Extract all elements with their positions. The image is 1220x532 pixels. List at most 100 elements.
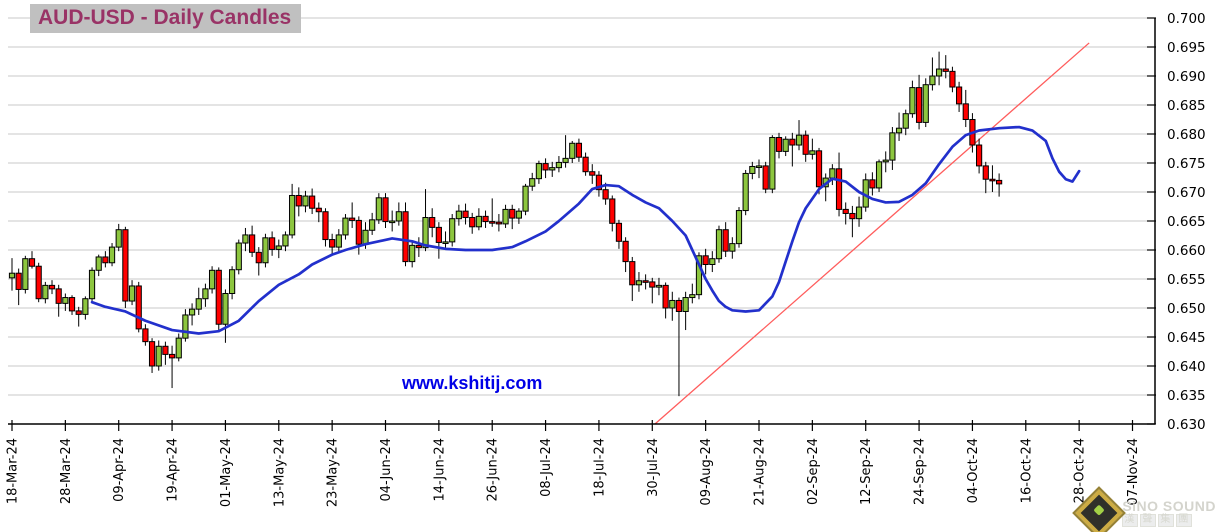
candle-body bbox=[42, 284, 49, 300]
candle-body bbox=[809, 150, 816, 155]
x-axis-label: 24-Sep-24 bbox=[913, 438, 928, 505]
candle-body bbox=[749, 165, 756, 174]
trend-line bbox=[654, 42, 1090, 425]
candle-body bbox=[322, 211, 329, 241]
brand-name: SiNO SOUND bbox=[1122, 498, 1216, 515]
candle-body bbox=[355, 219, 362, 245]
candle-body bbox=[395, 211, 402, 222]
x-axis-label: 26-Jun-24 bbox=[486, 438, 501, 502]
y-axis-label: 0.680 bbox=[1167, 127, 1206, 143]
candle-body bbox=[208, 269, 216, 290]
chart-title: AUD-USD - Daily Candles bbox=[30, 4, 302, 33]
candle-body bbox=[135, 285, 142, 330]
candle-body bbox=[975, 144, 983, 167]
x-axis-label: 28-Oct-24 bbox=[1073, 438, 1088, 503]
candle-body bbox=[335, 234, 342, 248]
x-axis-label: 09-Apr-24 bbox=[112, 438, 127, 502]
x-axis-label: 08-Jul-24 bbox=[539, 438, 554, 497]
y-axis-label: 0.655 bbox=[1167, 272, 1206, 288]
candle-body bbox=[909, 87, 916, 115]
x-axis-label: 28-Mar-24 bbox=[59, 438, 74, 504]
candle-body bbox=[949, 70, 956, 88]
candle-body bbox=[175, 337, 182, 359]
y-axis-label: 0.695 bbox=[1167, 40, 1206, 56]
x-axis-label: 18-Mar-24 bbox=[6, 438, 21, 504]
x-axis-label: 21-Aug-24 bbox=[753, 438, 768, 506]
candle-body bbox=[595, 174, 603, 191]
y-axis-label: 0.670 bbox=[1167, 185, 1206, 201]
candle-body bbox=[875, 161, 883, 189]
candle-body bbox=[15, 272, 22, 290]
candle-body bbox=[715, 229, 723, 260]
candle-body bbox=[996, 179, 1003, 185]
candle-body bbox=[88, 269, 96, 300]
candle-body bbox=[842, 208, 849, 214]
candle-body bbox=[702, 255, 709, 266]
candle-body bbox=[649, 281, 656, 288]
candle-body bbox=[575, 142, 583, 158]
y-axis-label: 0.630 bbox=[1167, 417, 1206, 433]
x-axis-label: 23-May-24 bbox=[326, 438, 341, 507]
candle-body bbox=[769, 136, 776, 190]
candle-body bbox=[902, 113, 909, 129]
candle-body bbox=[409, 244, 416, 263]
candle-body bbox=[709, 258, 716, 266]
candle-body bbox=[795, 134, 803, 146]
candle-body bbox=[895, 127, 903, 134]
candle-body bbox=[102, 256, 109, 264]
candle-body bbox=[529, 178, 536, 187]
candle-body bbox=[535, 163, 543, 180]
brand-name-chinese: 漢聲集團 bbox=[1122, 514, 1193, 527]
y-axis-label: 0.690 bbox=[1167, 69, 1206, 85]
candle-body bbox=[495, 221, 502, 225]
x-axis-label: 16-Oct-24 bbox=[1019, 438, 1034, 503]
candle-body bbox=[222, 293, 229, 325]
candle-body bbox=[675, 299, 683, 312]
candle-body bbox=[62, 297, 69, 304]
candle-body bbox=[289, 194, 296, 236]
candle-body bbox=[108, 246, 116, 264]
y-axis-label: 0.685 bbox=[1167, 98, 1206, 114]
candle-body bbox=[555, 161, 563, 169]
candle-body bbox=[762, 165, 769, 190]
candle-body bbox=[122, 229, 129, 302]
y-axis-label: 0.645 bbox=[1167, 330, 1206, 346]
candle-body bbox=[22, 258, 29, 290]
x-axis-label: 14-Jun-24 bbox=[432, 438, 447, 502]
candle-body bbox=[382, 197, 389, 223]
candle-body bbox=[349, 217, 356, 221]
candle-body bbox=[415, 244, 422, 249]
candle-body bbox=[962, 103, 969, 120]
candle-body bbox=[455, 210, 462, 220]
candle-body bbox=[615, 222, 623, 242]
candle-body bbox=[435, 226, 442, 243]
watermark-link[interactable]: www.kshitij.com bbox=[402, 373, 543, 393]
candle-body bbox=[882, 159, 889, 163]
candle-body bbox=[442, 241, 449, 244]
candle-body bbox=[182, 314, 189, 339]
candle-body bbox=[982, 165, 989, 180]
candle-body bbox=[269, 237, 276, 250]
candle-body bbox=[342, 217, 349, 236]
candle-body bbox=[742, 172, 749, 212]
candle-body bbox=[542, 163, 549, 171]
x-axis-label: 13-May-24 bbox=[272, 438, 287, 507]
candle-body bbox=[642, 280, 649, 283]
candle-body bbox=[489, 221, 496, 224]
candle-body bbox=[689, 294, 696, 299]
y-axis-label: 0.675 bbox=[1167, 156, 1206, 172]
candle-body bbox=[922, 84, 929, 123]
candle-body bbox=[682, 297, 689, 312]
ma-line bbox=[90, 125, 1081, 335]
candle-body bbox=[662, 284, 669, 309]
candle-body bbox=[849, 212, 856, 220]
candle-body bbox=[422, 217, 429, 249]
brand-logo: SiNO SOUND 漢聲集團 bbox=[1072, 486, 1216, 532]
candle-body bbox=[155, 345, 162, 367]
candle-body bbox=[148, 341, 156, 367]
candle-body bbox=[302, 195, 309, 207]
x-axis-label: 30-Jul-24 bbox=[646, 438, 661, 497]
candle-body bbox=[589, 171, 596, 176]
y-axis-label: 0.650 bbox=[1167, 301, 1206, 317]
